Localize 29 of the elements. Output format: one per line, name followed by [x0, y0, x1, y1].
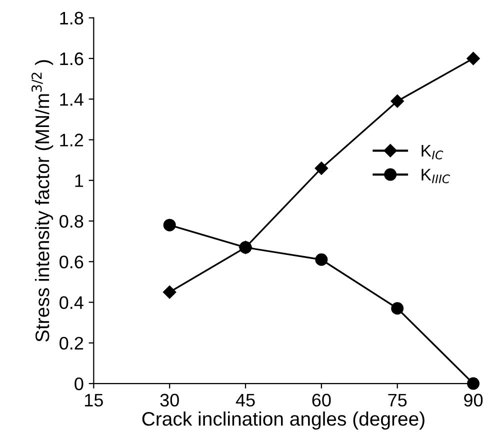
y-tick-label: 0.2 — [60, 336, 84, 350]
x-tick-label: 15 — [85, 394, 103, 407]
y-tick-label: 1.8 — [60, 12, 84, 25]
y-tick-label: 1.2 — [60, 134, 84, 146]
y-tick-label: 0.6 — [60, 256, 84, 268]
y-tick-label: 1.4 — [60, 93, 84, 106]
point — [163, 218, 176, 232]
y-axis-title: Stress intensity factor (MN/m$^{3/2}$ ) — [32, 60, 54, 342]
x-axis-title: Crack inclination angles (degree) — [142, 412, 424, 430]
y-tick-label: 0.8 — [60, 214, 84, 228]
point — [390, 94, 404, 108]
point — [467, 377, 480, 390]
x-tick-label: 30 — [160, 394, 179, 407]
legend-label: K$_{IC}$ — [422, 145, 444, 160]
x-tick-label: 45 — [236, 394, 255, 407]
point — [391, 302, 404, 315]
y-tick-label: 1 — [75, 174, 84, 187]
y-tick-label: 1.6 — [60, 52, 84, 66]
point — [466, 52, 480, 66]
point — [314, 162, 328, 175]
legend-label: K$_{IIIC}$ — [422, 168, 450, 184]
x-tick-label: 75 — [388, 394, 407, 407]
x-tick-label: 60 — [312, 394, 331, 407]
x-tick-label: 90 — [464, 394, 483, 407]
point — [315, 253, 328, 266]
point — [163, 286, 176, 299]
point — [239, 241, 252, 254]
y-tick-label: 0 — [74, 377, 84, 390]
y-tick-label: 0.4 — [60, 296, 84, 310]
